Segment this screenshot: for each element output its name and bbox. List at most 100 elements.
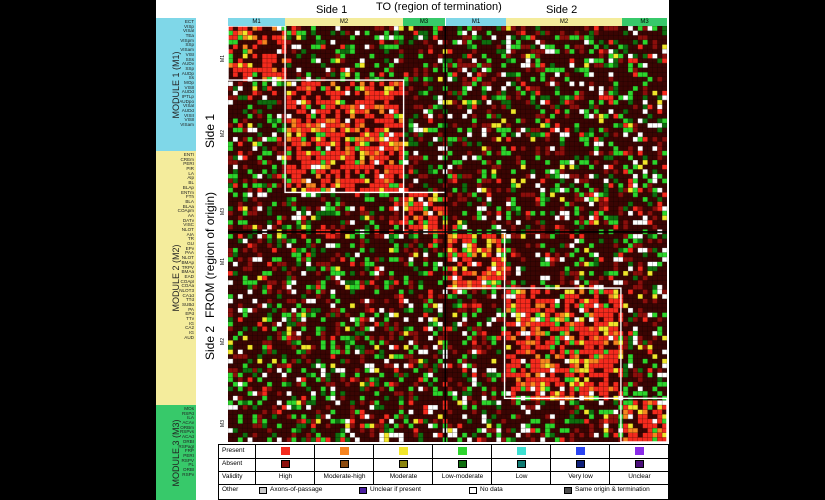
legend-absent-row: Absent	[219, 458, 668, 472]
legend-other-text: No data	[480, 486, 503, 493]
legend-validity-text: High	[278, 473, 293, 480]
region-label: NLOT	[181, 256, 194, 261]
region-label: AUDd	[181, 90, 194, 95]
region-label: AUD	[184, 335, 194, 340]
module2-bar: MODULE 2 (M2)	[156, 151, 196, 405]
legend-validity-cell: Low-moderate	[432, 471, 492, 484]
region-label: RSPvs	[179, 430, 194, 435]
legend-absent-cell	[550, 458, 610, 471]
matrix-cells	[228, 26, 667, 442]
legend-other-swatch	[259, 487, 267, 494]
legend-present-cell	[432, 445, 492, 458]
region-labels-m1: ECT VISp VISal TEa VISpm SSp VISam VISl SSs AUDv S…	[156, 20, 194, 128]
region-label: DATv	[182, 218, 194, 223]
legend-other-swatch	[564, 487, 572, 494]
top-m1-side2: M1	[446, 18, 506, 26]
legend-present-label: Present	[222, 447, 245, 454]
legend-validity-cell: Moderate	[373, 471, 433, 484]
region-label: COAa	[181, 284, 194, 289]
legend-present-swatch	[575, 447, 585, 455]
legend-validity-text: Moderate-high	[323, 473, 366, 480]
legend-absent-cell	[373, 458, 433, 471]
region-label: ACAd	[181, 435, 194, 440]
legend-other-swatch	[359, 487, 367, 494]
region-label: BLA	[185, 199, 194, 204]
legend-present-cell	[491, 445, 551, 458]
row-tag-m3-side1: M3	[220, 208, 226, 215]
region-label: AIA	[186, 232, 194, 237]
region-label: SSp	[185, 66, 194, 71]
region-label: NLOT	[181, 228, 194, 232]
legend-validity-text: Very low	[568, 473, 593, 480]
top-m2-side2: M2	[506, 18, 622, 26]
region-label: TEa	[185, 34, 194, 39]
region-label: VISp	[184, 24, 194, 29]
top-side2-label: Side 2	[546, 4, 578, 16]
row-tag-m2-side1: M2	[220, 130, 226, 137]
legend-present-cell	[373, 445, 433, 458]
region-label: SUBd	[181, 303, 194, 307]
region-label: TRPV	[181, 265, 194, 270]
region-label: BMAa	[181, 270, 194, 275]
region-label: IG	[189, 321, 194, 326]
connectivity-matrix	[228, 26, 667, 442]
row-tag-m1-side2: M1	[220, 258, 226, 265]
region-label: VISal	[183, 104, 194, 109]
region-label: GU	[187, 242, 194, 247]
region-label: TR	[187, 237, 194, 242]
legend-present-cell	[550, 445, 610, 458]
legend-present-row: Present	[219, 445, 668, 459]
legend-present-swatch	[516, 447, 526, 455]
region-label: VISC	[183, 223, 194, 228]
legend-other-text: Unclear if present	[370, 486, 421, 493]
region-label: COApm	[177, 209, 194, 214]
legend: Present Absent Validity High Moderate-hig…	[218, 444, 669, 500]
module3-bar: MODULE 3 (M3)	[156, 405, 196, 500]
row-tag-m1-side1: M1	[220, 55, 226, 62]
region-label: AUDd	[181, 109, 194, 114]
legend-validity-text: Low	[515, 473, 528, 480]
legend-absent-swatch	[575, 460, 585, 468]
region-label: CA2	[185, 326, 194, 331]
row-tag-m3-side2: M3	[220, 420, 226, 427]
region-label: RSPv	[182, 472, 194, 477]
legend-absent-swatch	[457, 460, 467, 468]
region-label: SSp	[185, 43, 194, 48]
region-label: RSPV	[181, 458, 194, 463]
legend-validity-cell: Very low	[550, 471, 610, 484]
region-label: BMAp	[181, 260, 194, 265]
from-label: FROM (region of origin)	[203, 191, 217, 318]
legend-absent-swatch	[280, 460, 290, 468]
top-m3-side1: M3	[403, 18, 445, 26]
legend-present-cell	[314, 445, 374, 458]
region-label: EPv	[185, 246, 194, 251]
region-label: BL	[188, 181, 194, 186]
legend-present-swatch	[398, 447, 408, 455]
region-label: VISam	[180, 123, 194, 128]
top-side1-label: Side 1	[316, 4, 348, 16]
legend-absent-label: Absent	[222, 460, 243, 467]
legend-present-swatch	[339, 447, 349, 455]
legend-absent-cell	[314, 458, 374, 471]
region-label: ACAv	[182, 421, 194, 426]
legend-other-text: Axons-of-passage	[270, 486, 323, 493]
legend-other-text: Same origin & termination	[575, 486, 650, 493]
legend-validity-text: Low-moderate	[441, 473, 484, 480]
region-label: SSs	[185, 57, 194, 62]
region-label: VISpm	[180, 38, 194, 43]
legend-other-row: Other Axons-of-passage Unclear if present…	[219, 484, 668, 497]
legend-validity-label: Validity	[222, 473, 243, 480]
region-label: EAD	[184, 274, 194, 279]
region-label: BLAa	[182, 204, 194, 209]
module1-bar: MODULE 1 (M1)	[156, 18, 196, 151]
legend-absent-cell	[432, 458, 492, 471]
region-label: ENTm	[180, 190, 194, 195]
to-label: TO (region of termination)	[376, 1, 502, 13]
region-label: IPTLp	[181, 95, 194, 99]
region-labels-m3: MOs RSPd ILA ACAv ORBm RSPvs ACAd ORBI RSPagl FRP…	[156, 407, 194, 477]
legend-present-swatch	[457, 447, 467, 455]
legend-absent-swatch	[398, 460, 408, 468]
region-label: ORBm	[180, 425, 194, 430]
region-labels-m2: ENTl CREm PERI PIR LA Alp BL BLAp ENTm FTh BLA BLAa…	[156, 153, 194, 341]
legend-present-cell	[609, 445, 669, 458]
